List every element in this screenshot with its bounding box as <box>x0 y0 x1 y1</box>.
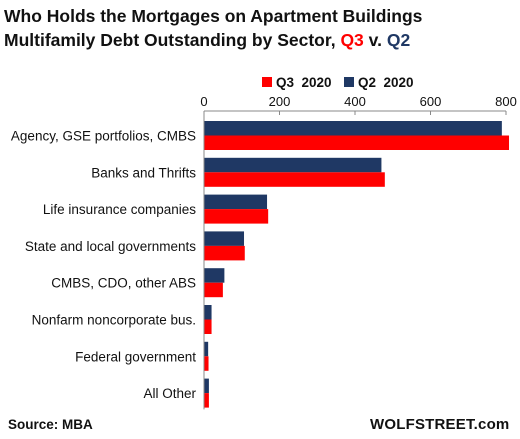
bar-q3-6 <box>204 319 212 334</box>
bar-q3-4 <box>204 245 245 261</box>
bar-q2-4 <box>204 231 245 246</box>
category-label-7: Federal government <box>75 349 196 364</box>
legend-swatch-2 <box>344 77 354 87</box>
category-label-1: Agency, GSE portfolios, CMBS <box>11 129 196 144</box>
category-label-3: Life insurance companies <box>43 202 196 217</box>
bar-q3-2 <box>204 172 385 187</box>
bar-q3-1 <box>204 135 510 150</box>
x-tick-label-1: 0 <box>200 94 207 109</box>
category-label-5: CMBS, CDO, other ABS <box>51 276 196 291</box>
bar-q2-7 <box>204 341 209 357</box>
category-label-8: All Other <box>143 386 196 401</box>
bar-q3-8 <box>204 393 209 408</box>
chart-subtitle: Multifamily Debt Outstanding by Sector, … <box>4 29 410 51</box>
bar-q3-7 <box>204 356 209 371</box>
bar-q2-2 <box>204 157 382 173</box>
x-tick-label-3: 400 <box>344 94 366 109</box>
bar-q3-3 <box>204 209 269 224</box>
category-label-2: Banks and Thrifts <box>91 165 196 180</box>
subtitle-mid: v. <box>363 30 387 50</box>
bar-q3-5 <box>204 282 223 298</box>
bar-q2-8 <box>204 378 209 394</box>
x-tick-label-2: 200 <box>269 94 291 109</box>
bar-q2-6 <box>204 305 212 320</box>
subtitle-q2: Q2 <box>386 30 411 50</box>
category-label-4: State and local governments <box>25 239 196 254</box>
chart-title: Who Holds the Mortgages on Apartment Bui… <box>4 6 423 26</box>
legend-label-2: Q2 2020 <box>358 75 414 90</box>
category-label-6: Nonfarm noncorporate bus. <box>32 313 196 328</box>
subtitle-q3: Q3 <box>340 30 364 50</box>
bar-q2-1 <box>204 121 502 136</box>
x-tick-label-5: 800 <box>495 94 517 109</box>
bar-q2-5 <box>204 268 225 283</box>
x-tick-label-4: 600 <box>420 94 442 109</box>
bar-q2-3 <box>204 194 268 210</box>
legend-label-1: Q3 2020 <box>276 75 332 90</box>
legend-swatch-1 <box>262 77 272 87</box>
brand-logo: WOLFSTREET.com <box>370 416 510 433</box>
subtitle-prefix: Multifamily Debt Outstanding by Sector, <box>4 30 341 50</box>
source-note: Source: MBA <box>8 417 93 432</box>
